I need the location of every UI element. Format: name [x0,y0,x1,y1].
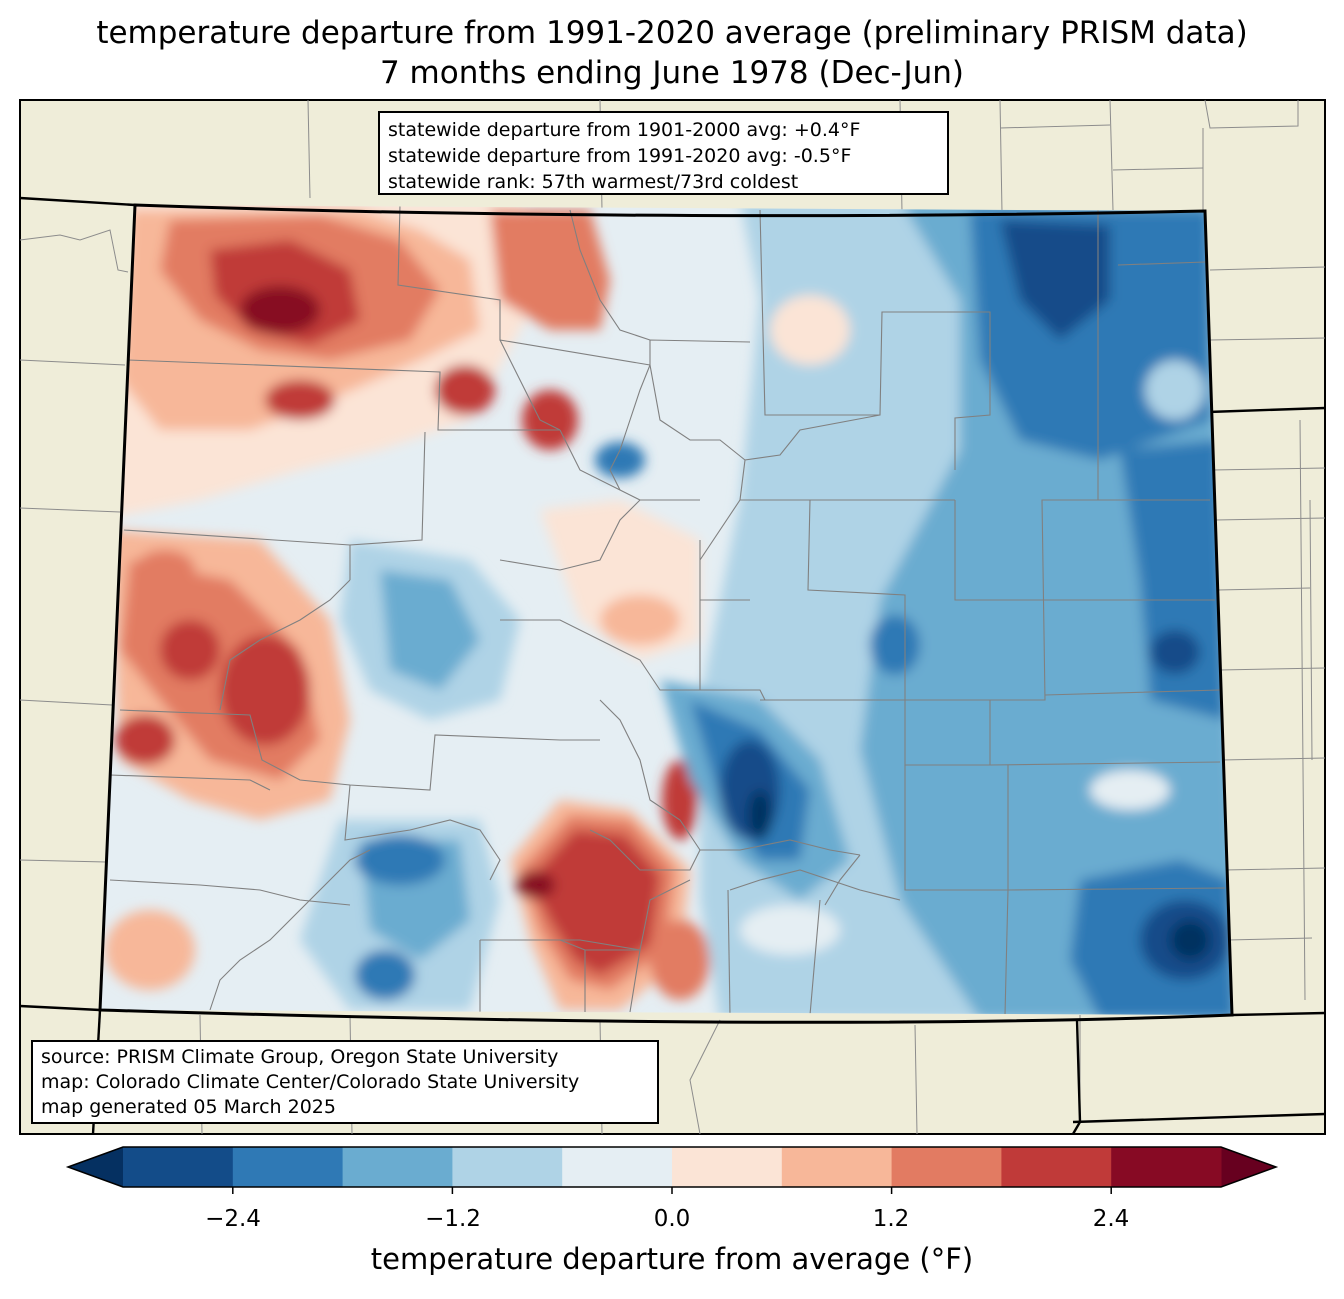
colorbar-extend-low [68,1147,123,1187]
colorbar-label: temperature departure from average (°F) [370,1242,974,1276]
colorbar [65,1146,1279,1194]
stats-1991-2020: statewide departure from 1991-2020 avg: … [388,145,852,167]
colorbar-tick-label: −2.4 [205,1206,261,1232]
neighbor-state-borders [19,196,1326,1135]
statewide-stats-box: statewide departure from 1901-2000 avg: … [378,111,949,195]
map-credit-line: map: Colorado Climate Center/Colorado St… [41,1071,580,1093]
stats-rank: statewide rank: 57th warmest/73rd coldes… [388,171,799,193]
colorbar-tick-label: 1.2 [872,1206,910,1232]
map-title-line1: temperature departure from 1991-2020 ave… [96,15,1248,51]
colorbar-extend-high [1221,1147,1276,1187]
stats-1901-2000: statewide departure from 1901-2000 avg: … [388,119,861,141]
colorbar-segment [781,1147,893,1187]
colorbar-segment [672,1147,783,1187]
colorbar-tick-label: 0.0 [653,1206,691,1232]
map-title-line2: 7 months ending June 1978 (Dec-Jun) [379,55,965,91]
temperature-field [100,205,1232,1015]
colorado-county-lines [109,205,1226,1015]
colorbar-segment [891,1147,1002,1187]
colorbar-outline [65,1146,1279,1188]
colorbar-segment [232,1147,344,1187]
colorbar-segment [1111,1147,1222,1187]
colorbar-segment [342,1147,453,1187]
source-credit-box: source: PRISM Climate Group, Oregon Stat… [31,1040,659,1124]
colorbar-segment [562,1147,673,1187]
source-line: source: PRISM Climate Group, Oregon Stat… [41,1046,559,1068]
colorbar-segment [452,1147,563,1187]
colorbar-tick-label: 2.4 [1092,1206,1130,1232]
colorado-state-border [98,203,1234,1024]
generated-date-line: map generated 05 March 2025 [41,1096,336,1118]
colorbar-tick-label: −1.2 [425,1206,481,1232]
colorbar-segment [123,1147,234,1187]
colorbar-segment [1001,1147,1112,1187]
